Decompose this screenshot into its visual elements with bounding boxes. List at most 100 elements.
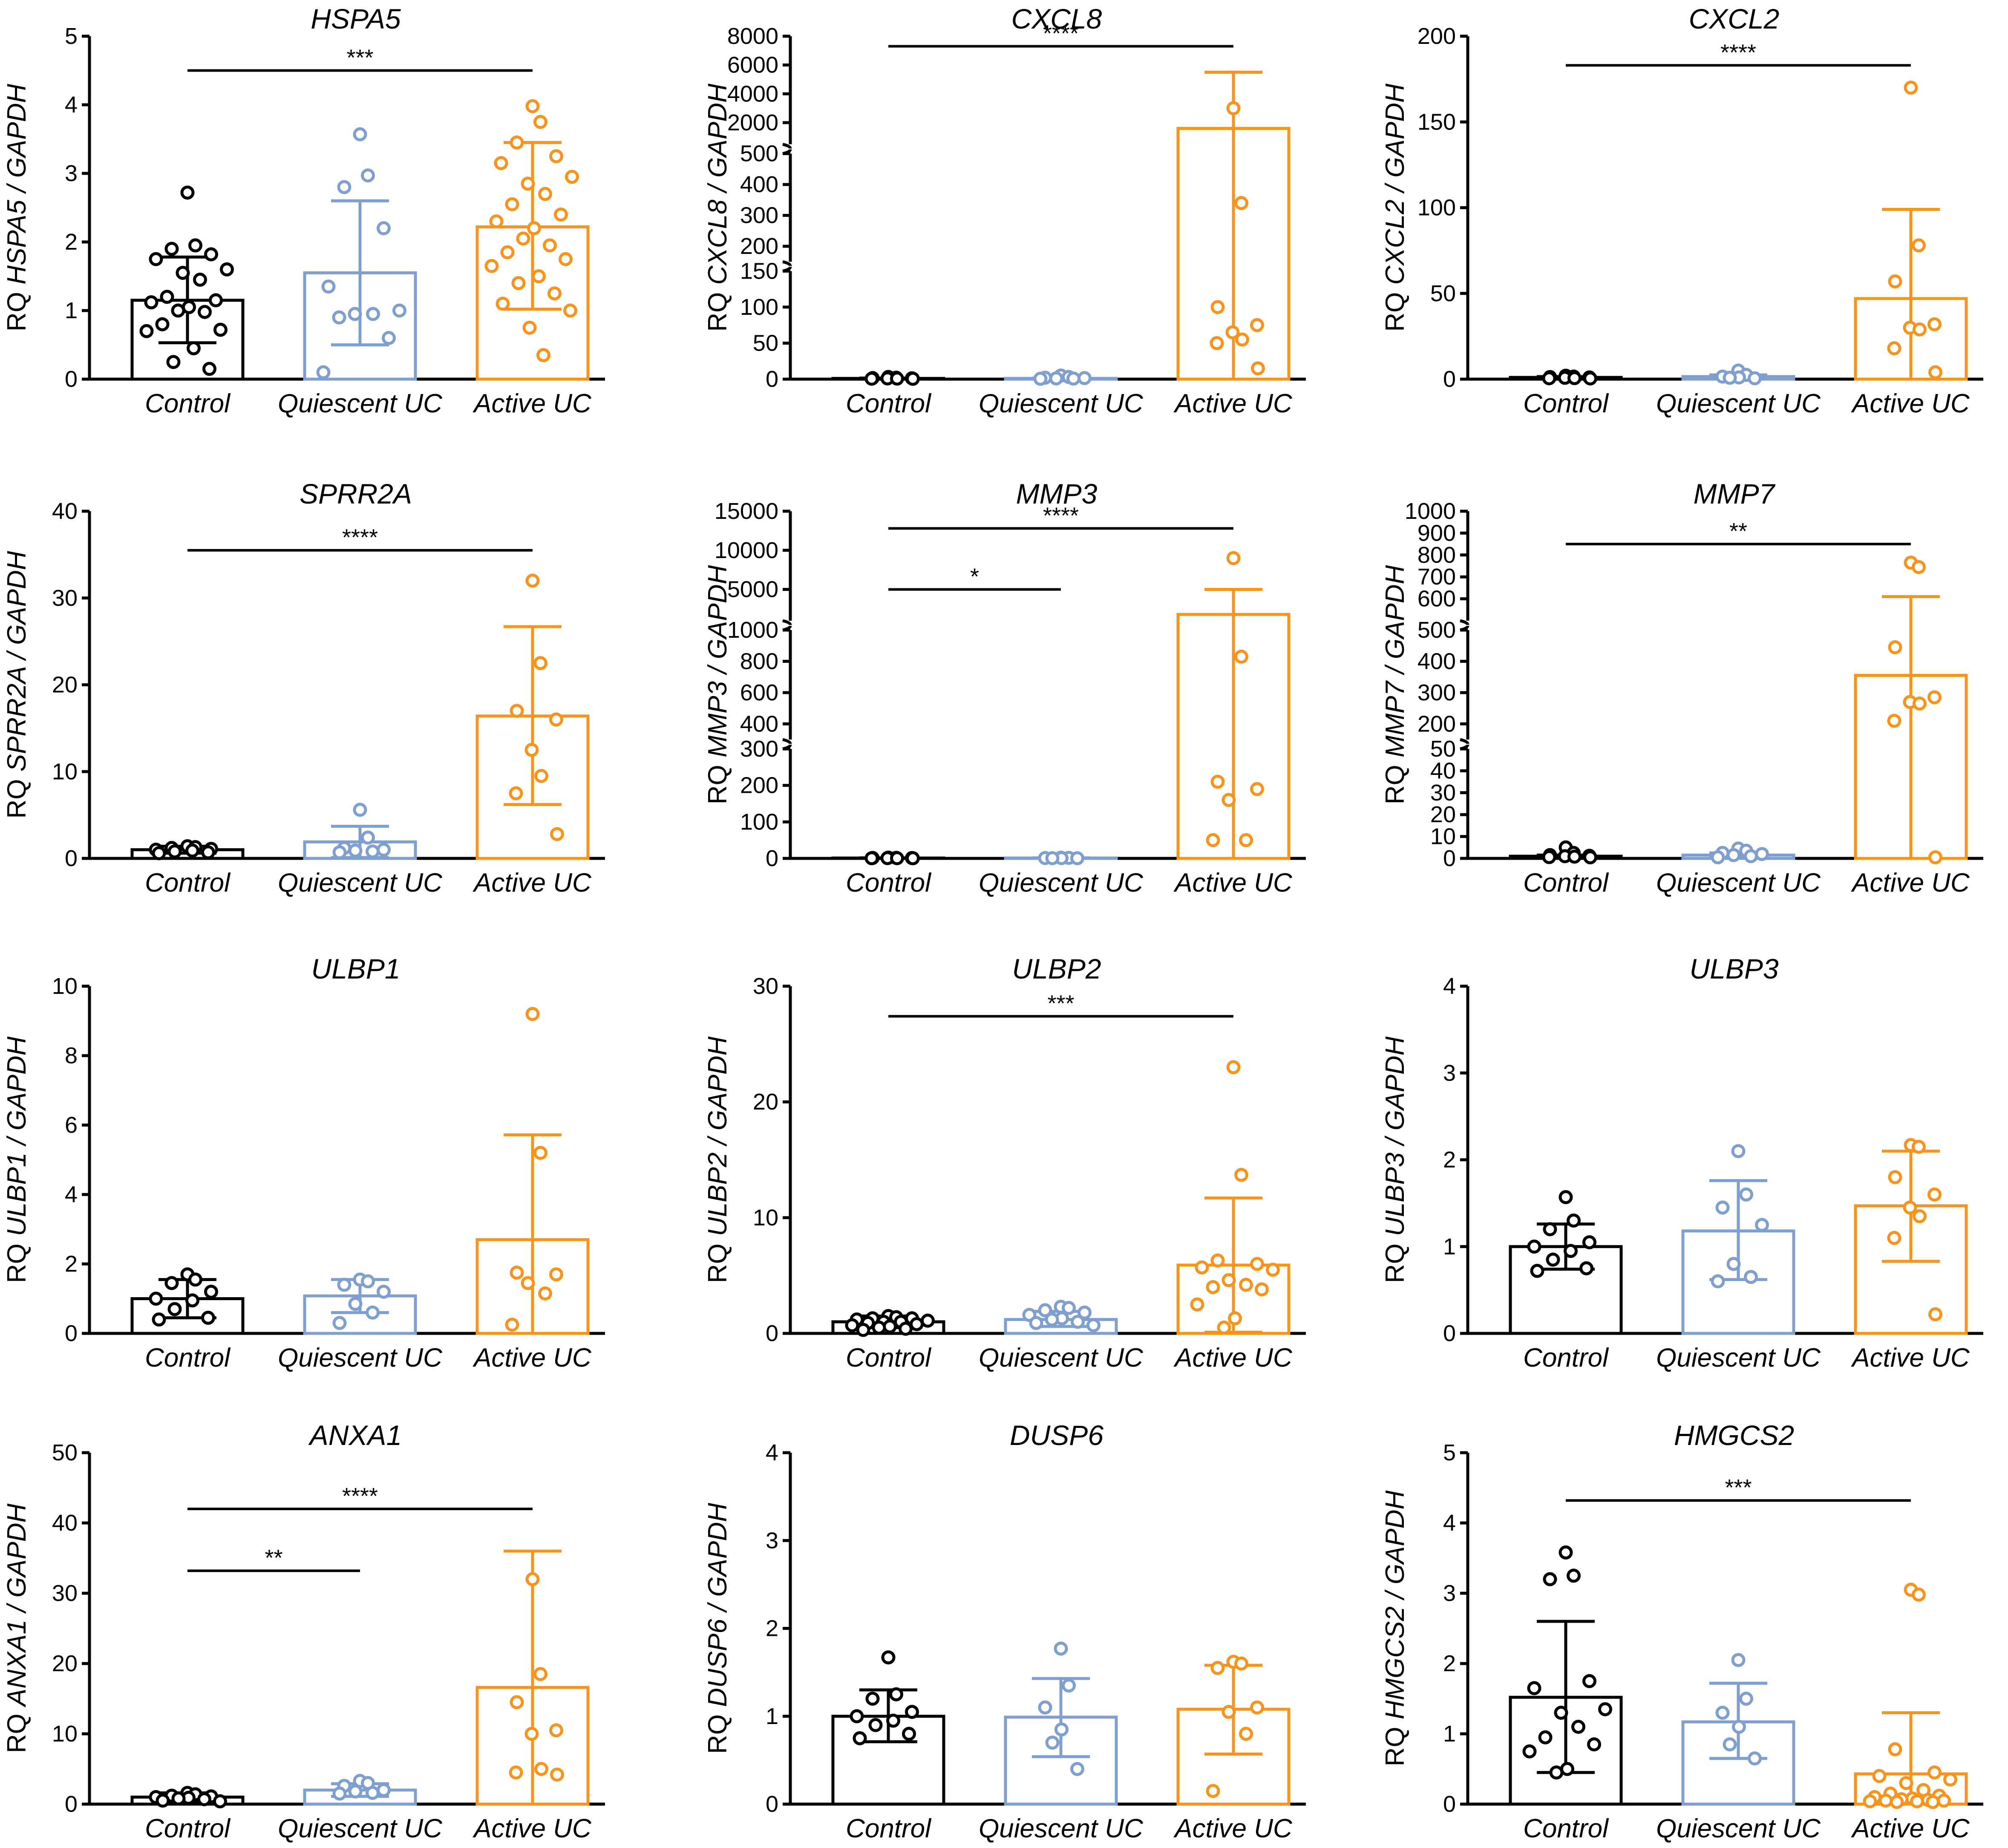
data-point <box>1739 1692 1753 1706</box>
x-tick-label: Active UC <box>472 1814 592 1843</box>
data-point <box>886 1713 900 1728</box>
x-tick-label: Control <box>1523 868 1609 898</box>
y-tick-label: 6000 <box>727 52 778 78</box>
data-point <box>204 1284 218 1299</box>
x-tick-label: Control <box>145 389 231 418</box>
data-point <box>1522 1744 1537 1759</box>
y-tick-label: 50 <box>1430 736 1456 762</box>
x-tick-label: Active UC <box>1850 868 1970 898</box>
chart-title: DUSP6 <box>1010 1419 1103 1451</box>
y-tick-label: 300 <box>740 203 778 228</box>
chart-title: HSPA5 <box>311 3 401 35</box>
data-point <box>1228 1311 1242 1326</box>
data-point <box>549 1723 563 1738</box>
data-point <box>1527 1681 1541 1695</box>
data-point <box>353 127 367 141</box>
y-tick-label: 8000 <box>727 23 778 49</box>
data-point <box>1070 851 1084 866</box>
data-point <box>549 1267 563 1281</box>
chart-title: ULBP3 <box>1689 953 1778 984</box>
y-tick-label: 0 <box>65 1791 78 1817</box>
data-point <box>167 844 182 859</box>
data-point <box>1598 1702 1612 1716</box>
data-point <box>1226 101 1241 115</box>
data-point <box>510 1695 524 1710</box>
data-point <box>1744 849 1758 864</box>
data-point <box>187 341 201 356</box>
data-point <box>1913 1209 1927 1223</box>
significance-label: *** <box>1725 1475 1752 1500</box>
x-tick-label: Quiescent UC <box>1656 1343 1821 1373</box>
data-point <box>1222 793 1236 807</box>
y-tick-label: 20 <box>1430 802 1456 827</box>
data-point <box>1579 1261 1593 1275</box>
data-point <box>149 1292 163 1306</box>
data-point <box>1903 1200 1917 1215</box>
data-point <box>889 1687 903 1701</box>
y-tick-label: 1 <box>65 298 78 323</box>
data-point <box>500 245 515 259</box>
data-point <box>1071 1315 1085 1329</box>
axis-break-mark <box>782 744 792 751</box>
data-point <box>1731 1653 1746 1667</box>
panel-ulbp2: ULBP2 RQ ULBP2 / GAPDH 0 10 20 30 Control Quies… <box>703 953 1306 1373</box>
data-point <box>1888 274 1902 289</box>
data-point <box>1927 690 1942 705</box>
data-point <box>361 168 375 183</box>
y-tick-label: 0 <box>65 366 78 392</box>
data-point <box>1250 1257 1264 1271</box>
data-point <box>1567 849 1582 864</box>
data-point <box>538 1286 552 1301</box>
data-point <box>1062 1301 1076 1315</box>
y-tick-label: 0 <box>65 1321 78 1346</box>
y-tick-label: 8 <box>65 1043 78 1068</box>
x-tick-label: Control <box>145 1814 231 1843</box>
data-point <box>180 185 195 200</box>
y-tick-label: 1 <box>766 1704 778 1729</box>
data-point <box>522 320 537 335</box>
data-point <box>533 1667 547 1681</box>
y-tick-label: 1 <box>1443 1721 1456 1747</box>
data-point <box>1723 1737 1737 1752</box>
data-point <box>868 1718 883 1732</box>
data-point <box>366 307 380 321</box>
y-axis-label: RQ HMGCS2 / GAPDH <box>1380 1490 1410 1766</box>
data-point <box>1887 1231 1901 1245</box>
data-point <box>155 317 170 331</box>
data-point <box>139 324 154 338</box>
data-point <box>1863 1794 1877 1808</box>
data-point <box>1878 1793 1893 1808</box>
data-point <box>1571 1720 1585 1734</box>
data-point <box>220 262 234 276</box>
x-tick-label: Control <box>846 389 932 418</box>
y-tick-label: 4 <box>65 92 78 118</box>
y-axis-label: RQ HSPA5 / GAPDH <box>2 84 32 331</box>
data-point <box>536 348 550 363</box>
axis-break-mark <box>1460 625 1469 632</box>
data-point <box>1732 1720 1746 1734</box>
data-point <box>213 1794 227 1808</box>
significance-label: **** <box>342 1483 378 1509</box>
data-point <box>149 252 163 266</box>
y-tick-label: 0 <box>766 366 778 392</box>
data-point <box>496 296 510 311</box>
data-point <box>1564 1244 1578 1258</box>
data-point <box>510 135 524 150</box>
axis-break-mark <box>782 260 792 266</box>
y-tick-label: 200 <box>740 233 778 259</box>
x-tick-label: Active UC <box>472 389 592 418</box>
data-point <box>321 279 336 294</box>
data-point <box>377 843 391 857</box>
axis-break-mark <box>1460 619 1469 625</box>
y-tick-label: 10 <box>753 1205 778 1230</box>
data-point <box>1546 1252 1560 1267</box>
significance-label: * <box>970 564 979 590</box>
x-tick-label: Control <box>145 1343 231 1373</box>
y-tick-label: 2 <box>65 229 78 255</box>
data-point <box>1038 1303 1052 1318</box>
y-tick-label: 6 <box>65 1112 78 1138</box>
y-axis-label: RQ DUSP6 / GAPDH <box>703 1503 732 1754</box>
y-tick-label: 500 <box>1417 617 1456 643</box>
data-point <box>1250 318 1264 332</box>
y-tick-label: 400 <box>740 172 778 197</box>
